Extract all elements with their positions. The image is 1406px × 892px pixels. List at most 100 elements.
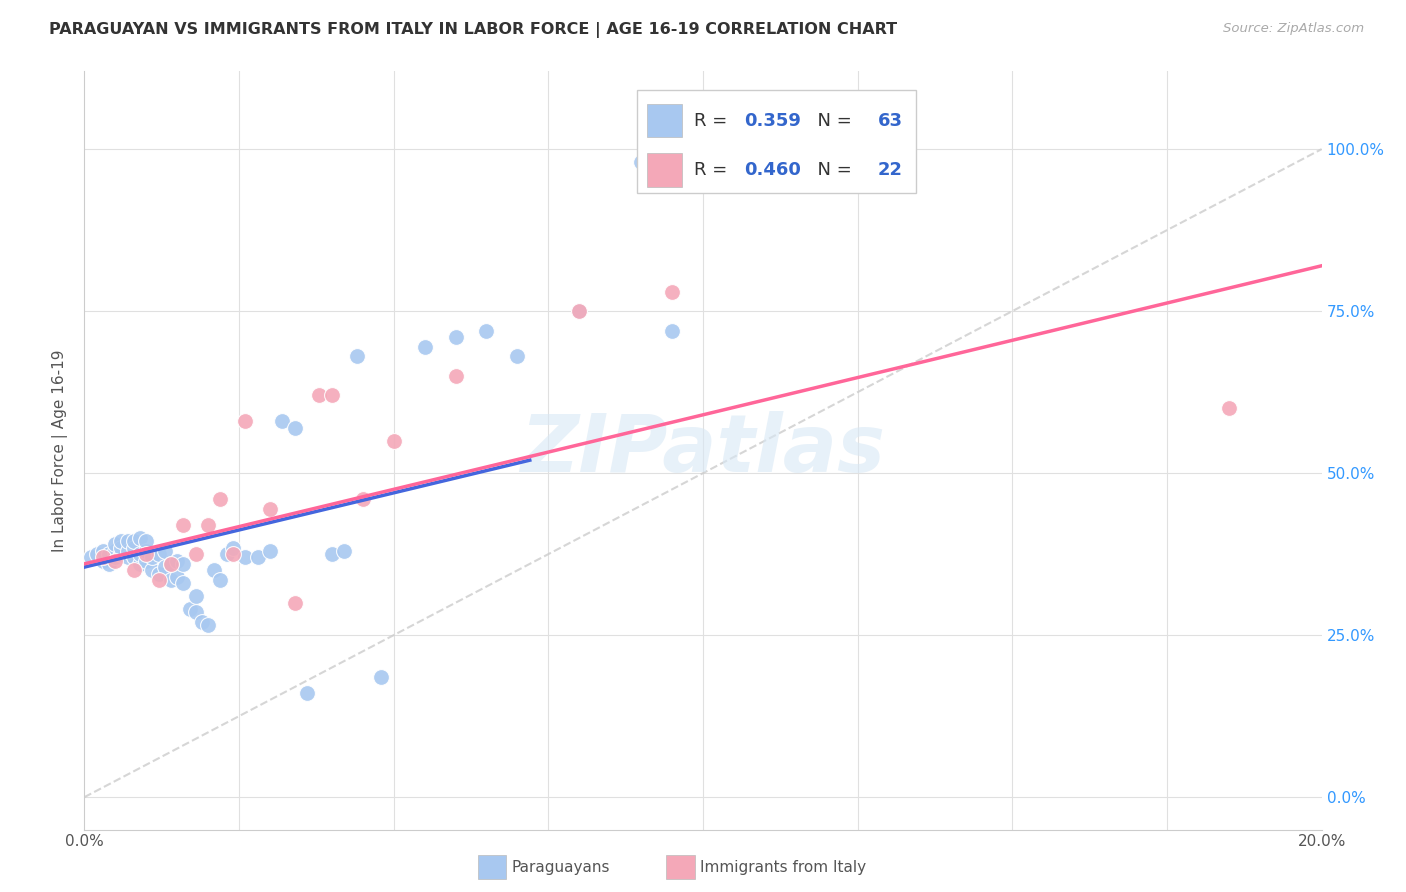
Point [346,350,368,364]
Point [370,670,392,684]
Point [135,547,157,561]
Point [284,421,307,435]
Point [321,547,343,561]
Point [308,388,330,402]
Point [506,350,529,364]
Point [202,563,225,577]
Point [135,534,157,549]
FancyBboxPatch shape [647,153,682,186]
Point [630,155,652,169]
Point [98,547,121,561]
Y-axis label: In Labor Force | Age 16-19: In Labor Force | Age 16-19 [52,349,69,552]
Text: Paraguayans: Paraguayans [512,860,610,874]
Point [110,534,132,549]
Point [160,557,183,571]
Point [166,554,188,568]
Point [1218,401,1240,416]
Point [172,576,194,591]
Point [172,518,194,533]
Point [352,491,374,506]
Point [661,285,683,299]
Point [91,550,114,565]
Point [233,550,256,565]
Point [209,573,232,587]
Point [184,606,207,620]
Point [692,142,714,156]
Point [444,368,467,383]
Point [153,560,176,574]
Point [104,537,127,551]
Point [568,304,591,318]
Point [321,388,343,402]
Point [184,547,207,561]
Point [160,573,183,587]
Point [148,573,170,587]
Point [129,547,152,561]
Text: 0.460: 0.460 [744,161,800,179]
Point [153,544,176,558]
Point [160,557,183,571]
Text: ZIPatlas: ZIPatlas [520,411,886,490]
Text: 0.359: 0.359 [744,112,800,129]
Point [104,544,127,558]
Point [166,570,188,584]
Point [141,550,163,565]
Text: R =: R = [695,161,734,179]
Point [295,686,318,700]
Point [172,557,194,571]
Point [122,541,145,555]
Point [110,541,132,555]
Point [191,615,214,630]
Point [91,554,114,568]
Point [129,531,152,545]
Text: Immigrants from Italy: Immigrants from Italy [700,860,866,874]
Text: PARAGUAYAN VS IMMIGRANTS FROM ITALY IN LABOR FORCE | AGE 16-19 CORRELATION CHART: PARAGUAYAN VS IMMIGRANTS FROM ITALY IN L… [49,22,897,38]
Point [197,618,219,632]
Text: R =: R = [695,112,734,129]
Point [661,324,683,338]
Point [222,547,245,561]
FancyBboxPatch shape [637,90,915,193]
Point [98,557,121,571]
Point [444,330,467,344]
Point [413,340,436,354]
Point [141,563,163,577]
Point [148,547,170,561]
Point [117,534,139,549]
Point [382,434,405,448]
Point [122,534,145,549]
Point [135,544,157,558]
Point [104,550,127,565]
Point [475,324,498,338]
Point [259,501,281,516]
Point [215,547,238,561]
Point [209,491,232,506]
Text: 22: 22 [877,161,903,179]
Point [86,547,108,561]
Point [122,550,145,565]
Point [222,541,245,555]
Point [91,544,114,558]
Text: N =: N = [806,112,858,129]
Point [104,554,127,568]
Point [179,602,201,616]
Point [117,550,139,565]
Point [197,518,219,533]
Text: N =: N = [806,161,858,179]
Point [110,547,132,561]
Point [246,550,269,565]
Point [122,563,145,577]
Point [259,544,281,558]
Point [284,596,307,610]
FancyBboxPatch shape [647,104,682,137]
Point [271,414,294,428]
Text: Source: ZipAtlas.com: Source: ZipAtlas.com [1223,22,1364,36]
Text: 63: 63 [877,112,903,129]
Point [135,554,157,568]
Point [233,414,256,428]
Point [148,566,170,581]
Point [568,304,591,318]
Point [79,550,101,565]
Point [129,557,152,571]
Point [184,589,207,603]
